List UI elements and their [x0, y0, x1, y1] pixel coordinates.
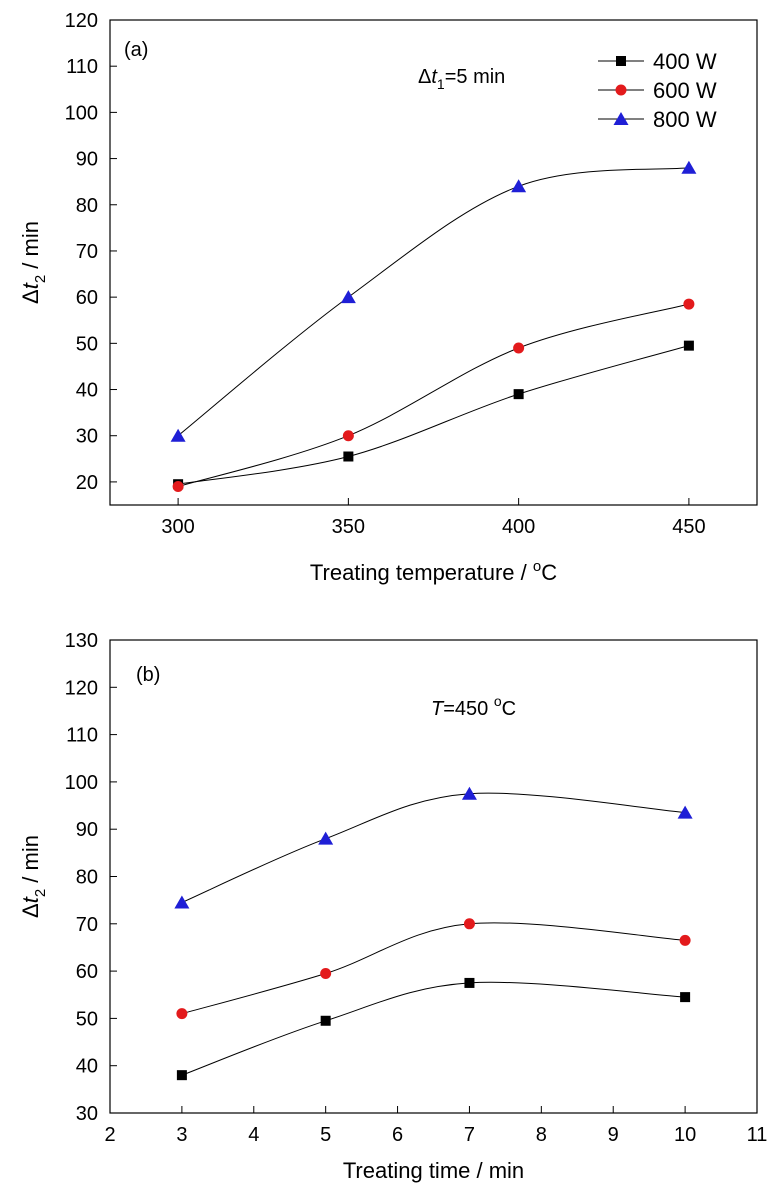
- x-tick-label: 9: [608, 1124, 619, 1146]
- data-point-400w: [320, 1015, 331, 1026]
- data-point-600w: [320, 967, 332, 979]
- data-point-800w: [511, 179, 527, 193]
- y-tick-label: 80: [76, 195, 98, 217]
- data-point-600w: [679, 934, 691, 946]
- series-curve-600w: [177, 303, 690, 487]
- x-tick-label: 5: [320, 1124, 331, 1146]
- data-point-600w: [683, 298, 695, 310]
- condition-annotation: T=450 oC: [431, 693, 516, 720]
- y-tick-label: 90: [76, 819, 98, 841]
- data-point-400w: [464, 977, 475, 988]
- y-tick-label: 20: [76, 472, 98, 494]
- condition-annotation: Δt1=5 min: [418, 66, 505, 92]
- x-tick-label: 4: [248, 1124, 259, 1146]
- x-axis-label: Treating time / min: [343, 1158, 524, 1183]
- y-tick-label: 120: [65, 10, 98, 32]
- x-tick-label: 450: [672, 516, 705, 538]
- data-point-600w: [513, 342, 525, 354]
- y-tick-label: 40: [76, 1056, 98, 1078]
- data-point-600w: [463, 918, 475, 930]
- y-tick-label: 50: [76, 1008, 98, 1030]
- legend-label: 800 W: [653, 107, 717, 132]
- series-curve-800w: [181, 792, 686, 903]
- panel-label: (b): [136, 664, 160, 686]
- plot-frame: [109, 19, 758, 506]
- x-tick-label: 7: [464, 1124, 475, 1146]
- legend-marker: [616, 56, 626, 66]
- y-tick-label: 130: [65, 630, 98, 652]
- series-curve-400w: [181, 981, 686, 1076]
- legend-marker: [615, 84, 627, 96]
- panel-label: (a): [124, 39, 148, 61]
- legend-marker: [613, 112, 629, 125]
- y-tick-label: 100: [65, 102, 98, 124]
- y-tick-label: 40: [76, 380, 98, 402]
- data-point-400w: [513, 389, 524, 400]
- y-tick-label: 70: [76, 241, 98, 263]
- y-axis-label: Δt2 / min: [18, 221, 49, 304]
- y-tick-label: 110: [66, 56, 98, 78]
- x-tick-label: 400: [502, 516, 535, 538]
- legend-label: 600 W: [653, 78, 717, 103]
- data-point-400w: [343, 451, 354, 462]
- series-curve-800w: [177, 167, 689, 437]
- data-point-400w: [680, 992, 691, 1003]
- y-tick-label: 80: [76, 867, 98, 889]
- y-tick-label: 90: [76, 149, 98, 171]
- data-point-600w: [176, 1008, 188, 1020]
- y-tick-label: 60: [76, 287, 98, 309]
- data-point-400w: [176, 1070, 187, 1081]
- y-tick-label: 100: [65, 772, 98, 794]
- data-point-800w: [461, 786, 477, 800]
- data-point-800w: [340, 290, 356, 304]
- y-tick-label: 60: [76, 961, 98, 983]
- data-point-800w: [681, 160, 697, 174]
- panel-a: 20 30 40 50 60 70 80 90 100 110 120 300 350 400 450 Tre…: [18, 10, 758, 585]
- x-tick-label: 350: [332, 516, 365, 538]
- data-point-600w: [342, 430, 354, 442]
- y-tick-label: 110: [66, 725, 98, 747]
- y-tick-label: 50: [76, 333, 98, 355]
- x-tick-label: 8: [536, 1124, 547, 1146]
- y-tick-label: 120: [65, 677, 98, 699]
- legend-label: 400 W: [653, 49, 717, 74]
- x-tick-label: 2: [104, 1124, 115, 1146]
- x-tick-label: 300: [161, 516, 194, 538]
- x-tick-label: 11: [747, 1124, 768, 1146]
- data-point-400w: [683, 340, 694, 351]
- panel-b: 30 40 50 60 70 80 90 100 110 120 130 2 3 4 5 6 7 8 9 10 11 Tr…: [18, 630, 767, 1183]
- y-tick-label: 70: [76, 914, 98, 936]
- x-tick-label: 6: [392, 1124, 403, 1146]
- y-axis-label: Δt2 / min: [18, 835, 49, 918]
- x-axis-label: Treating temperature / oC: [310, 558, 557, 585]
- x-tick-label: 3: [176, 1124, 187, 1146]
- data-point-600w: [172, 481, 184, 493]
- x-tick-label: 10: [674, 1124, 696, 1146]
- data-point-800w: [170, 428, 186, 442]
- data-point-800w: [174, 895, 190, 909]
- y-tick-label: 30: [76, 1103, 98, 1125]
- y-tick-label: 30: [76, 426, 98, 448]
- legend: 400 W 600 W 800 W: [598, 49, 717, 132]
- series-curve-600w: [181, 922, 686, 1015]
- data-point-800w: [677, 805, 693, 819]
- data-point-800w: [318, 831, 334, 845]
- series-curve-400w: [178, 345, 690, 485]
